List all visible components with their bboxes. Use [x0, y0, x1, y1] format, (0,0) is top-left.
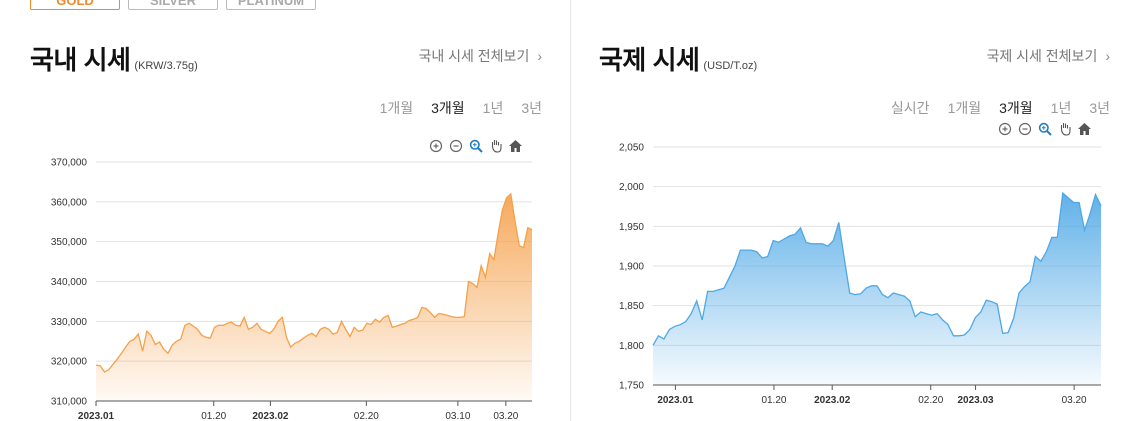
x-tick-label: 03.10	[445, 411, 470, 421]
international-more-text: 국제 시세 전체보기	[986, 48, 1098, 64]
hand-pan-icon[interactable]	[1057, 121, 1072, 136]
home-icon[interactable]	[1077, 121, 1092, 136]
y-tick-label: 2,050	[619, 143, 644, 154]
international-more-link[interactable]: 국제 시세 전체보기 ›	[987, 46, 1111, 66]
series-line	[652, 191, 1102, 346]
metal-tabs: GOLD SILVER PLATINUM	[30, 0, 316, 10]
domestic-chart-toolbar	[428, 138, 523, 153]
y-tick-label: 330,000	[51, 317, 88, 328]
international-period-3[interactable]: 1년	[1050, 100, 1072, 116]
domestic-period-0[interactable]: 1개월	[379, 100, 414, 116]
domestic-period-1[interactable]: 3개월	[431, 100, 465, 116]
x-tick-label: 2023.01	[657, 395, 694, 406]
zoom-in-icon[interactable]	[997, 121, 1012, 136]
domestic-unit: (KRW/3.75g)	[134, 60, 198, 72]
y-tick-label: 1,900	[619, 262, 644, 273]
home-icon[interactable]	[508, 138, 523, 153]
zoom-out-icon[interactable]	[1017, 121, 1032, 136]
y-tick-label: 340,000	[51, 277, 88, 288]
international-title-text: 국제 시세	[599, 45, 700, 75]
y-tick-label: 1,850	[619, 301, 644, 312]
series-line	[95, 192, 533, 373]
magnifier-icon[interactable]	[468, 138, 483, 153]
zoom-in-icon[interactable]	[428, 138, 443, 153]
y-tick-label: 370,000	[51, 158, 88, 169]
international-period-selector: 실시간 1개월 3개월 1년 3년	[891, 98, 1110, 118]
x-tick-label: 02.20	[918, 395, 943, 406]
domestic-more-text: 국내 시세 전체보기	[418, 48, 530, 64]
panel-divider	[570, 0, 571, 421]
domestic-period-3[interactable]: 3년	[521, 100, 542, 116]
series-area	[653, 193, 1101, 385]
international-price-chart: 1,750 1,800 1,850 1,900 1,950 2,000 2,050 2023.…	[619, 143, 1102, 406]
y-tick-label: 1,800	[619, 341, 644, 352]
international-panel: 국제 시세 (USD/T.oz) 국제 시세 전체보기 › 실시간 1개월 3개월 1년 3…	[571, 0, 1128, 421]
y-tick-label: 310,000	[51, 397, 88, 408]
y-tick-label: 320,000	[51, 357, 88, 368]
y-tick-label: 1,950	[619, 222, 644, 233]
international-period-0[interactable]: 실시간	[890, 100, 930, 116]
international-title: 국제 시세 (USD/T.oz)	[599, 40, 757, 77]
chevron-right-icon: ›	[537, 48, 542, 64]
domestic-title-text: 국내 시세	[30, 45, 131, 75]
international-period-4[interactable]: 3년	[1089, 100, 1110, 116]
domestic-price-chart: 310,000 320,000 330,000 340,000 350,000 360,0…	[51, 158, 533, 421]
x-tick-label: 01.20	[201, 411, 226, 421]
x-tick-label: 2023.01	[78, 411, 115, 421]
international-period-1[interactable]: 1개월	[947, 100, 982, 116]
magnifier-icon[interactable]	[1037, 121, 1052, 136]
x-tick-label: 03.20	[493, 411, 518, 421]
x-tick-label: 2023.02	[814, 395, 851, 406]
tab-platinum[interactable]: PLATINUM	[226, 0, 316, 10]
series-area	[96, 193, 532, 401]
x-tick-label: 01.20	[761, 395, 786, 406]
chevron-right-icon: ›	[1105, 48, 1110, 64]
domestic-period-2[interactable]: 1년	[482, 100, 504, 116]
hand-pan-icon[interactable]	[488, 138, 503, 153]
tab-gold[interactable]: GOLD	[30, 0, 120, 10]
x-tick-label: 03.20	[1062, 395, 1087, 406]
zoom-out-icon[interactable]	[448, 138, 463, 153]
x-tick-label: 2023.03	[957, 395, 994, 406]
international-period-2[interactable]: 3개월	[999, 100, 1033, 116]
y-tick-label: 350,000	[51, 237, 88, 248]
tab-silver[interactable]: SILVER	[128, 0, 218, 10]
international-chart-toolbar	[997, 121, 1092, 136]
domestic-panel: 국내 시세 (KRW/3.75g) 국내 시세 전체보기 › 1개월 3개월 1년 3년 …	[30, 40, 543, 421]
x-tick-label: 02.20	[354, 411, 379, 421]
x-tick-label: 2023.02	[252, 411, 289, 421]
y-tick-label: 360,000	[51, 197, 88, 208]
international-unit: (USD/T.oz)	[703, 60, 758, 72]
domestic-period-selector: 1개월 3개월 1년 3년	[380, 98, 542, 118]
y-tick-label: 1,750	[619, 381, 644, 392]
domestic-title: 국내 시세 (KRW/3.75g)	[30, 40, 198, 77]
domestic-more-link[interactable]: 국내 시세 전체보기 ›	[419, 46, 543, 66]
y-tick-label: 2,000	[619, 182, 644, 193]
